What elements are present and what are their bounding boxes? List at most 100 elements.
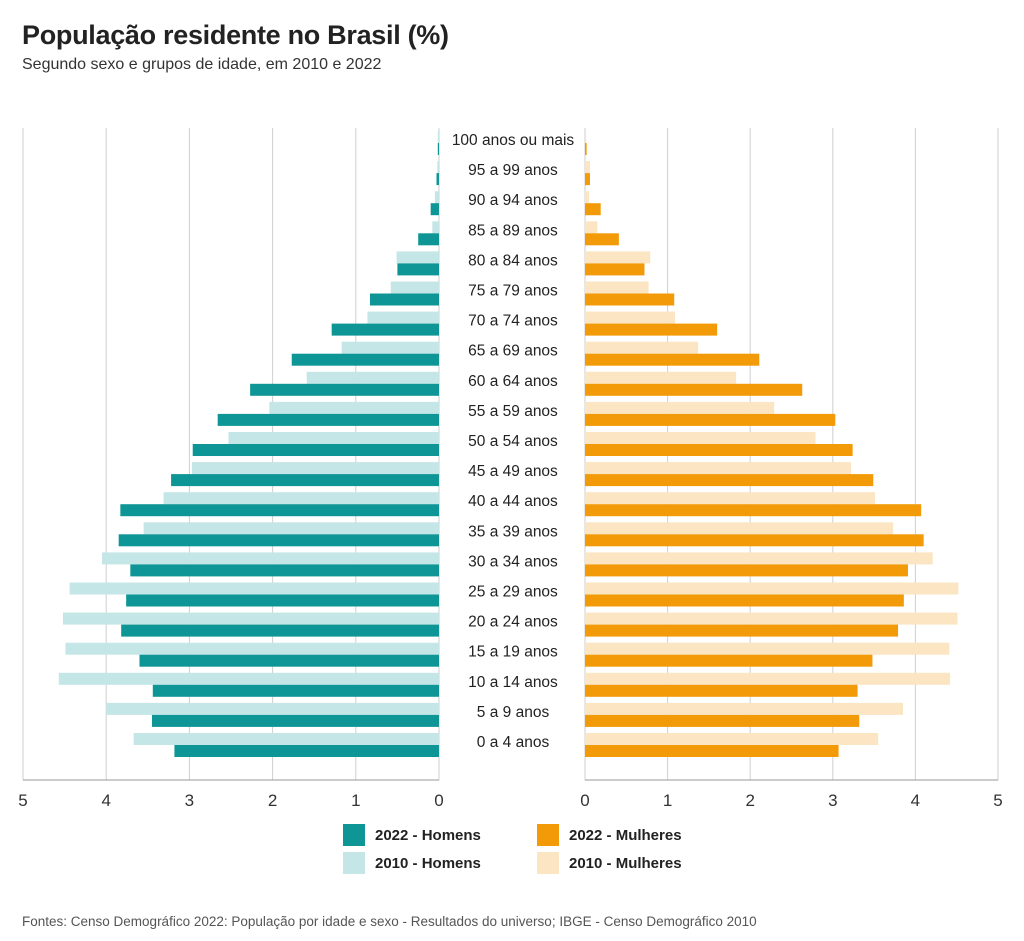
bar-2010---mulheres-4 bbox=[585, 251, 651, 264]
age-group-label-16: 20 a 24 anos bbox=[468, 614, 558, 631]
bar-2010---mulheres-11 bbox=[585, 462, 851, 475]
bar-2010---mulheres-13 bbox=[585, 522, 894, 535]
bar-2010---homens-13 bbox=[143, 522, 439, 535]
x-tick-right-2: 2 bbox=[745, 791, 754, 810]
bar-2022---mulheres-17 bbox=[585, 654, 873, 667]
bar-2022---homens-9 bbox=[217, 413, 439, 426]
bar-2010---homens-19 bbox=[106, 702, 439, 715]
bar-2010---homens-20 bbox=[133, 733, 439, 745]
x-tick-right-0: 0 bbox=[580, 791, 589, 810]
age-group-label-15: 25 a 29 anos bbox=[468, 584, 558, 601]
bar-2022---mulheres-11 bbox=[585, 474, 874, 487]
age-group-label-13: 35 a 39 anos bbox=[468, 523, 558, 540]
legend-label-2022-mulheres: 2022 - Mulheres bbox=[569, 826, 682, 844]
bar-2010---homens-11 bbox=[191, 462, 439, 475]
bar-2010---homens-15 bbox=[69, 582, 439, 595]
bar-2022---mulheres-7 bbox=[585, 353, 760, 366]
bar-2022---homens-15 bbox=[126, 594, 439, 607]
legend-label-2010-homens: 2010 - Homens bbox=[375, 854, 481, 872]
chart-title: População residente no Brasil (%) bbox=[22, 20, 449, 50]
age-group-label-1: 95 a 99 anos bbox=[468, 162, 558, 179]
bar-2010---mulheres-16 bbox=[585, 612, 958, 625]
bar-2010---mulheres-18 bbox=[585, 672, 951, 685]
bar-2022---mulheres-4 bbox=[585, 263, 645, 276]
x-tick-right-1: 1 bbox=[663, 791, 672, 810]
legend-item-2010-mulheres: 2010 - Mulheres bbox=[537, 852, 682, 874]
bar-2022---homens-16 bbox=[121, 624, 440, 637]
bar-2010---mulheres-3 bbox=[585, 221, 598, 234]
bar-2010---mulheres-7 bbox=[585, 341, 699, 354]
bar-2010---homens-8 bbox=[306, 371, 439, 384]
bar-2010---homens-7 bbox=[341, 341, 439, 354]
legend-item-2022-homens: 2022 - Homens bbox=[343, 824, 481, 846]
bar-2010---homens-9 bbox=[269, 401, 439, 414]
age-group-label-18: 10 a 14 anos bbox=[468, 674, 558, 691]
bar-2010---mulheres-20 bbox=[585, 733, 879, 745]
bar-2010---homens-0 bbox=[437, 131, 439, 143]
bar-2022---homens-3 bbox=[418, 233, 439, 246]
bar-2010---mulheres-6 bbox=[585, 311, 676, 324]
bar-2010---homens-18 bbox=[58, 672, 439, 685]
bar-2022---homens-4 bbox=[397, 263, 439, 276]
legend-swatch-2010-mulheres bbox=[537, 852, 559, 874]
bar-2022---homens-6 bbox=[331, 323, 439, 336]
age-group-label-19: 5 a 9 anos bbox=[477, 704, 550, 721]
bar-2010---mulheres-5 bbox=[585, 281, 649, 294]
bar-2022---homens-1 bbox=[436, 173, 439, 186]
bar-2022---mulheres-10 bbox=[585, 444, 853, 456]
x-tick-left-1: 1 bbox=[351, 791, 360, 810]
bar-2022---mulheres-20 bbox=[585, 745, 839, 757]
age-group-label-3: 85 a 89 anos bbox=[468, 222, 558, 239]
bar-2022---homens-19 bbox=[151, 714, 439, 727]
bar-2022---mulheres-14 bbox=[585, 564, 908, 577]
legend-item-2010-homens: 2010 - Homens bbox=[343, 852, 481, 874]
bar-2022---homens-12 bbox=[120, 504, 440, 517]
chart-subtitle: Segundo sexo e grupos de idade, em 2010 … bbox=[22, 56, 382, 73]
age-group-label-10: 50 a 54 anos bbox=[468, 433, 558, 450]
bar-2022---mulheres-1 bbox=[585, 173, 590, 186]
bar-2022---homens-10 bbox=[192, 444, 439, 456]
legend-item-2022-mulheres: 2022 - Mulheres bbox=[537, 824, 682, 846]
bar-2022---mulheres-8 bbox=[585, 383, 803, 396]
bar-2010---homens-14 bbox=[102, 552, 439, 565]
x-tick-left-3: 3 bbox=[185, 791, 194, 810]
bar-2010---homens-3 bbox=[432, 221, 439, 234]
bar-2022---mulheres-3 bbox=[585, 233, 619, 246]
bar-2010---mulheres-1 bbox=[585, 161, 590, 174]
bar-2022---homens-17 bbox=[139, 654, 440, 667]
x-tick-left-0: 0 bbox=[434, 791, 443, 810]
bar-2010---mulheres-12 bbox=[585, 492, 875, 505]
age-group-label-4: 80 a 84 anos bbox=[468, 252, 558, 269]
bar-2022---homens-13 bbox=[118, 534, 440, 547]
bar-2010---mulheres-0 bbox=[585, 131, 587, 143]
legend-swatch-2010-homens bbox=[343, 852, 365, 874]
age-group-label-8: 60 a 64 anos bbox=[468, 373, 558, 390]
bar-2010---homens-6 bbox=[367, 311, 439, 324]
age-group-label-6: 70 a 74 anos bbox=[468, 313, 558, 330]
bar-2022---mulheres-5 bbox=[585, 293, 675, 306]
legend-swatch-2022-mulheres bbox=[537, 824, 559, 846]
bar-2010---mulheres-10 bbox=[585, 432, 816, 444]
age-group-label-0: 100 anos ou mais bbox=[452, 132, 575, 149]
bar-2022---mulheres-16 bbox=[585, 624, 899, 637]
bar-2010---homens-5 bbox=[390, 281, 439, 294]
bar-2022---homens-14 bbox=[130, 564, 439, 577]
x-tick-left-5: 5 bbox=[18, 791, 27, 810]
bar-2022---mulheres-19 bbox=[585, 714, 860, 727]
bar-2022---homens-11 bbox=[171, 474, 439, 487]
bar-2022---mulheres-2 bbox=[585, 203, 601, 216]
bar-2010---homens-12 bbox=[163, 492, 439, 505]
bar-2010---homens-1 bbox=[437, 161, 439, 174]
bar-2010---mulheres-14 bbox=[585, 552, 933, 565]
x-tick-left-4: 4 bbox=[101, 791, 110, 810]
bar-2022---mulheres-6 bbox=[585, 323, 718, 336]
age-group-label-17: 15 a 19 anos bbox=[468, 644, 558, 661]
legend-label-2010-mulheres: 2010 - Mulheres bbox=[569, 854, 682, 872]
bar-2022---homens-0 bbox=[437, 143, 439, 155]
bar-2010---mulheres-19 bbox=[585, 702, 904, 715]
bar-2010---homens-17 bbox=[65, 642, 439, 655]
x-tick-right-3: 3 bbox=[828, 791, 837, 810]
x-tick-right-5: 5 bbox=[993, 791, 1002, 810]
legend-label-2022-homens: 2022 - Homens bbox=[375, 826, 481, 844]
